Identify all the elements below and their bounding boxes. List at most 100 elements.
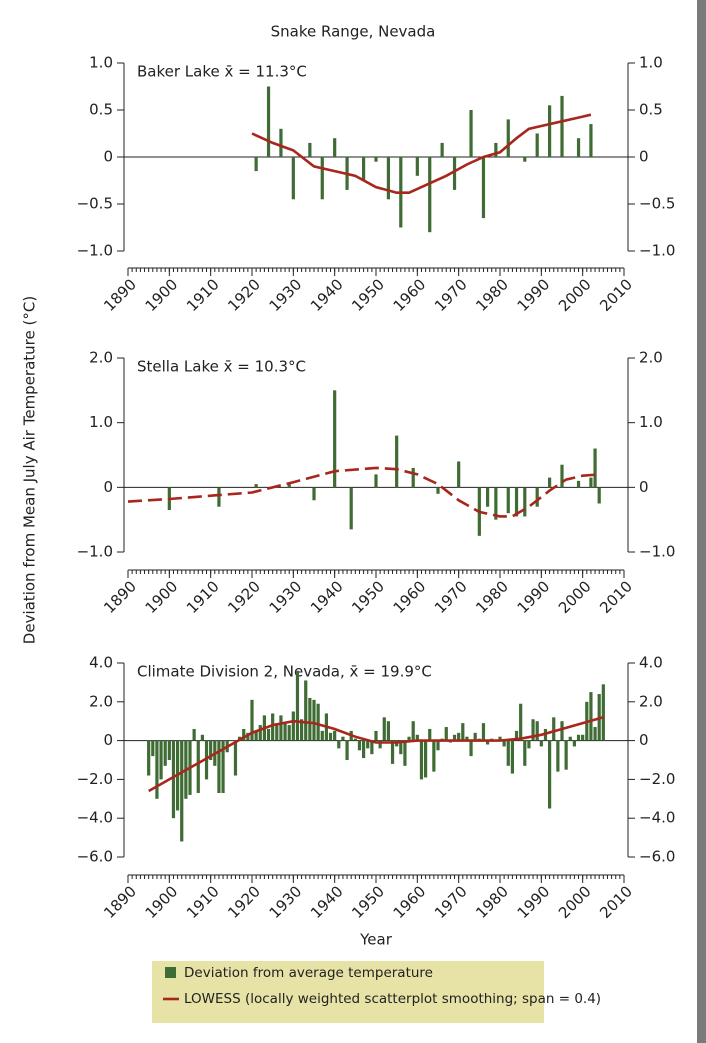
bar	[581, 734, 585, 741]
bar	[300, 719, 304, 741]
lowess-line	[148, 716, 604, 793]
bar	[254, 157, 258, 172]
bar	[337, 740, 341, 749]
bar	[287, 482, 291, 488]
panel-title: Baker Lake x̄ = 11.3°C	[137, 63, 307, 81]
bar	[304, 680, 308, 741]
bar	[560, 464, 564, 488]
y-tick-label: 2.0	[89, 692, 113, 710]
bar	[279, 128, 283, 157]
bar	[378, 740, 382, 749]
y-tick-label: 1.0	[89, 413, 113, 431]
bar	[395, 435, 399, 488]
bar	[494, 487, 498, 520]
bar	[209, 740, 213, 760]
bar	[428, 157, 432, 233]
panel-title: Stella Lake x̄ = 10.3°C	[137, 358, 306, 376]
bar	[291, 711, 295, 741]
bar	[415, 734, 419, 741]
bar	[399, 740, 403, 755]
bar	[271, 713, 275, 741]
bar	[333, 390, 337, 488]
bar	[233, 740, 238, 776]
bar	[275, 723, 279, 741]
bar	[481, 723, 486, 741]
bar	[589, 477, 593, 488]
y-axis-label: Deviation from Mean July Air Temperature…	[21, 296, 39, 644]
bar	[589, 692, 593, 741]
y-tick-label-right: −2.0	[639, 770, 675, 788]
bar	[510, 740, 514, 774]
panel-title: Climate Division 2, Nevada, x̄ = 19.9°C	[137, 663, 432, 681]
bar	[548, 477, 552, 488]
bar	[345, 740, 349, 760]
bar	[531, 719, 535, 741]
bar	[217, 487, 221, 507]
bar	[415, 157, 419, 176]
bar	[514, 487, 519, 517]
bar	[593, 727, 597, 741]
bar	[229, 740, 233, 742]
bar	[349, 487, 353, 530]
bar	[527, 740, 531, 749]
y-tick-label-right: 0	[639, 478, 649, 496]
bar	[242, 728, 246, 741]
bar	[428, 728, 432, 741]
bar	[506, 119, 510, 157]
bar	[589, 124, 593, 157]
y-tick-label: 2.0	[89, 349, 113, 367]
bar	[424, 740, 428, 778]
bar	[362, 157, 366, 181]
bar	[366, 740, 370, 749]
bar	[436, 487, 440, 494]
bar	[444, 727, 448, 741]
bar	[308, 142, 312, 157]
bar	[556, 740, 560, 772]
page-edge	[697, 0, 706, 1043]
bar	[548, 105, 552, 157]
bar	[390, 740, 395, 764]
legend-box	[152, 961, 544, 1023]
bar	[436, 740, 440, 751]
bar	[171, 740, 176, 819]
bar	[362, 740, 366, 759]
bar	[283, 723, 287, 741]
y-tick-label-right: −6.0	[639, 848, 675, 866]
bar	[266, 728, 271, 741]
y-tick-label: 0	[103, 148, 113, 166]
bar	[250, 699, 254, 741]
bar	[200, 734, 204, 741]
bar	[254, 730, 258, 741]
bar	[568, 736, 572, 741]
bar	[560, 721, 564, 741]
bar	[452, 157, 457, 190]
bar	[506, 487, 510, 514]
bar	[159, 740, 163, 780]
y-tick-label: 0	[103, 731, 113, 749]
bar	[180, 740, 184, 842]
bar	[221, 740, 225, 793]
bar	[419, 740, 424, 780]
y-tick-label-right: 2.0	[639, 692, 663, 710]
bar	[523, 740, 527, 766]
y-tick-label: 4.0	[89, 654, 113, 672]
bar	[374, 157, 378, 162]
bar	[155, 740, 159, 799]
bar	[279, 715, 283, 741]
bar	[407, 736, 411, 741]
bar	[258, 725, 262, 741]
bar	[320, 157, 324, 200]
bar	[320, 730, 324, 741]
y-tick-label-right: −4.0	[639, 809, 675, 827]
bar	[572, 740, 576, 747]
bar	[486, 740, 490, 745]
legend-label: LOWESS (locally weighted scatterplot smo…	[184, 991, 601, 1007]
bar	[167, 740, 171, 760]
bar	[333, 730, 337, 741]
bar	[266, 86, 271, 157]
bar	[308, 697, 312, 741]
bar	[539, 740, 543, 747]
bar	[374, 474, 378, 488]
bar	[370, 740, 374, 755]
